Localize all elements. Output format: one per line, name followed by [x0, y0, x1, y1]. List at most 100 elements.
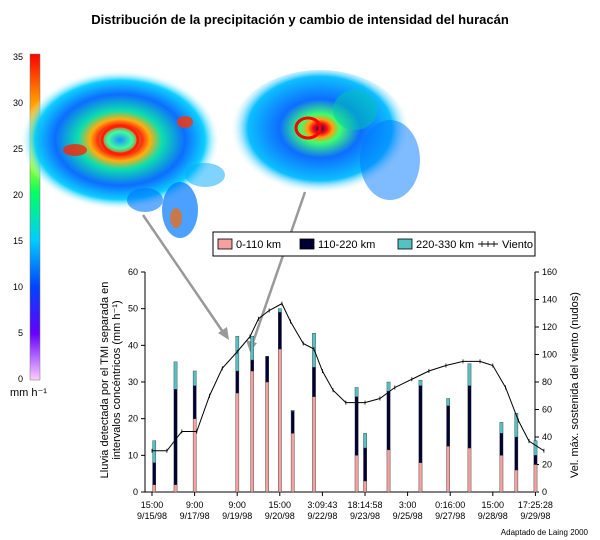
bar-seg-0-110	[386, 449, 391, 493]
y2-tick-label: 60	[542, 405, 552, 415]
y2-axis-label: Vel. máx. sostenida del viento (nudos)	[569, 292, 581, 478]
y-tick-label: 40	[128, 340, 138, 350]
bar-seg-0-110	[467, 447, 472, 493]
bar-seg-110-220	[446, 405, 450, 447]
bar-seg-220-330	[514, 412, 519, 438]
bar-seg-110-220	[418, 385, 423, 463]
wind-line	[152, 302, 545, 452]
bar-seg-220-330	[386, 381, 391, 392]
y-tick-label: 0	[133, 487, 138, 497]
legend-label: 0-110 km	[236, 239, 281, 251]
y-axis-label: Lluvia detectada por el TMI separada eni…	[99, 282, 123, 479]
x-ticks: 15:009/15/989:009/17/989:009/19/9815:009…	[137, 492, 553, 521]
bar-seg-0-110	[418, 462, 423, 493]
pointer-arrow-left	[141, 214, 227, 336]
bar-seg-220-330	[533, 440, 538, 456]
bar-seg-110-220	[514, 436, 519, 471]
colorbar-bar	[29, 53, 41, 381]
legend-swatch	[299, 238, 315, 250]
x-tick-time: 9:00	[228, 500, 246, 510]
bar-seg-220-330	[192, 370, 197, 386]
y2-tick-label: 0	[542, 487, 547, 497]
y2-ticks: 0 20 40 60 80 100 120 140 160	[535, 267, 557, 497]
chart-title: Distribución de la precipitación y cambi…	[91, 12, 509, 27]
y-tick-label: 20	[128, 414, 138, 424]
bar-seg-0-110	[446, 445, 450, 493]
legend-label: Viento	[502, 239, 533, 251]
x-tick-date: 9/25/98	[393, 511, 423, 521]
bar-seg-110-220	[533, 455, 538, 465]
x-tick-date: 9/28/98	[478, 511, 508, 521]
bar-seg-0-110	[192, 418, 197, 493]
bar-seg-0-110	[514, 469, 519, 493]
x-tick-time: 3:09:43	[307, 500, 337, 510]
bar-seg-220-330	[354, 387, 359, 397]
x-tick-date: 9/20/98	[265, 511, 295, 521]
bars	[152, 308, 538, 493]
x-tick-date: 9/15/98	[137, 511, 167, 521]
bar-seg-110-220	[152, 462, 157, 485]
bar-seg-220-330	[278, 308, 282, 313]
x-tick-time: 18:14:58	[347, 500, 382, 510]
x-tick-date: 9/29/98	[520, 511, 550, 521]
x-tick-time: 9:00	[186, 500, 204, 510]
x-tick-date: 9/19/98	[222, 511, 252, 521]
legend-label: 110-220 km	[318, 239, 375, 251]
y-tick-label: 50	[128, 304, 138, 314]
x-tick-date: 9/27/98	[435, 511, 465, 521]
y2-tick-label: 40	[542, 432, 552, 442]
bar-seg-110-220	[235, 370, 240, 394]
bar-seg-0-110	[499, 455, 504, 493]
bar-seg-110-220	[363, 447, 367, 482]
bar-seg-220-330	[250, 335, 255, 361]
bar-seg-220-330	[499, 422, 504, 434]
x-tick-time: 15:00	[269, 500, 292, 510]
axes: 0 10 20 30 40 50 60 0 20 40 60 80 100 120 140 160 15:0…	[128, 267, 557, 521]
bar-seg-0-110	[290, 433, 295, 493]
bar-seg-0-110	[363, 480, 367, 493]
bar-seg-110-220	[386, 390, 391, 451]
plot-area	[140, 267, 535, 492]
bar-seg-0-110	[265, 381, 269, 493]
bar-seg-0-110	[278, 348, 282, 493]
y-ticks: 0 10 20 30 40 50 60	[128, 267, 145, 497]
bar-seg-0-110	[173, 484, 178, 493]
bar-seg-110-220	[192, 385, 197, 419]
bar-seg-220-330	[363, 433, 367, 449]
legend: 0-110 km 110-220 km 220-330 km Viento	[212, 231, 536, 257]
bar-seg-110-220	[278, 312, 282, 350]
bar-seg-110-220	[312, 367, 316, 397]
y2-tick-label: 100	[542, 350, 557, 360]
bar-seg-220-330	[173, 361, 178, 390]
x-tick-date: 9/22/98	[307, 511, 337, 521]
colorbar-tick-label: 15	[13, 236, 23, 246]
colorbar-tick-label: 35	[13, 52, 23, 62]
colorbar-tick-label: 5	[18, 328, 23, 338]
radar-image-right	[230, 70, 420, 200]
bar-seg-0-110	[354, 455, 359, 493]
colorbar: 35 30 25 20 15 10 5 0	[13, 52, 41, 384]
colorbar-tick-label: 10	[13, 282, 23, 292]
colorbar-ticks: 35 30 25 20 15 10 5 0	[13, 52, 23, 384]
colorbar-tick-label: 20	[13, 190, 23, 200]
legend-label: 220-330 km	[416, 239, 474, 251]
pointer-arrow-right	[250, 191, 307, 346]
bar-seg-220-330	[290, 410, 295, 412]
legend-swatch	[217, 238, 233, 250]
bar-seg-0-110	[312, 396, 316, 493]
bar-seg-110-220	[290, 411, 295, 434]
bar-seg-220-330	[418, 379, 423, 386]
bar-seg-110-220	[467, 385, 472, 449]
bar-seg-110-220	[354, 396, 359, 456]
y2-tick-label: 160	[542, 267, 557, 277]
x-tick-time: 0:16:00	[435, 500, 465, 510]
x-tick-date: 9/23/98	[350, 511, 380, 521]
wind-series	[151, 301, 545, 453]
pointer-arrowhead-left	[218, 327, 229, 340]
colorbar-tick-label: 0	[18, 374, 23, 384]
y2-tick-label: 140	[542, 295, 557, 305]
colorbar-tick-label: 25	[13, 144, 23, 154]
y2-tick-label: 120	[542, 322, 557, 332]
bar-seg-220-330	[467, 363, 472, 386]
